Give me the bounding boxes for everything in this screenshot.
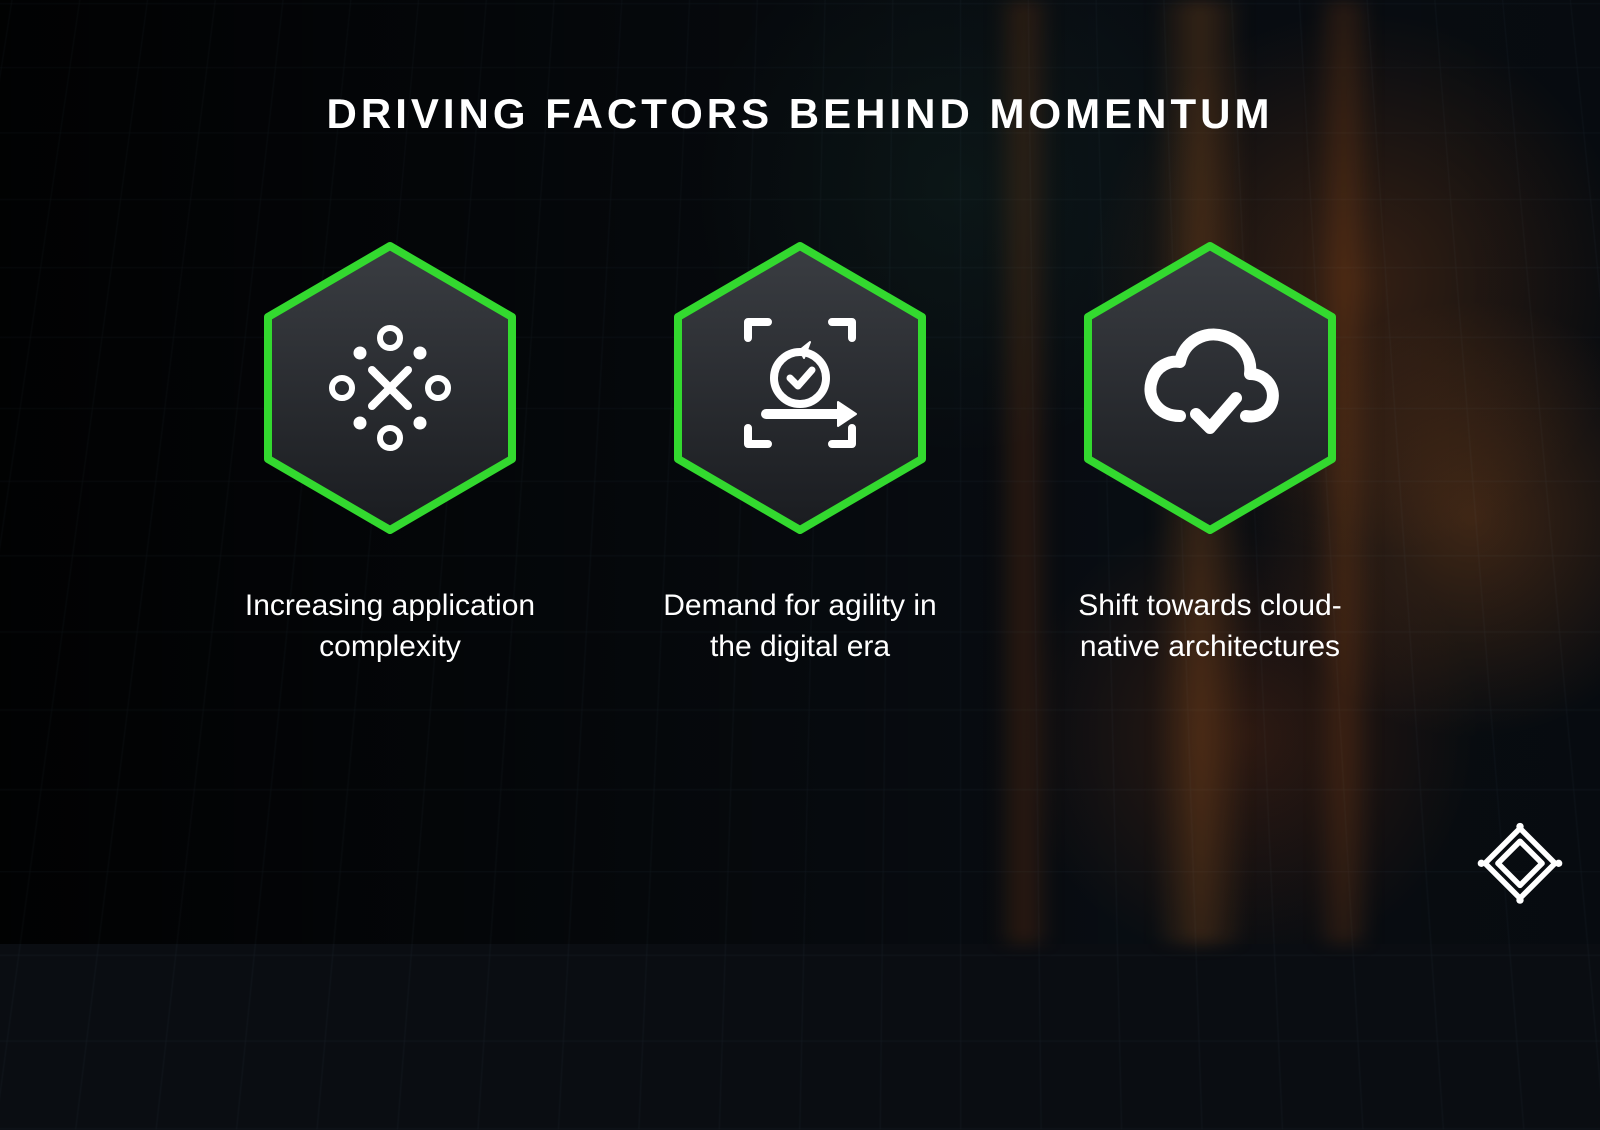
card-cloud-native: Shift towards cloud-native architectures bbox=[1060, 238, 1360, 667]
card-caption: Shift towards cloud-native architectures bbox=[1060, 586, 1360, 667]
slide-content: DRIVING FACTORS BEHIND MOMENTUM bbox=[0, 0, 1600, 944]
hexagon-cloud-native bbox=[1080, 238, 1340, 538]
hexagon-complexity bbox=[260, 238, 520, 538]
hexagon-agility bbox=[670, 238, 930, 538]
brand-logo-icon bbox=[1474, 821, 1566, 918]
card-caption: Increasing application complexity bbox=[240, 586, 540, 667]
card-agility: Demand for agility in the digital era bbox=[650, 238, 950, 667]
card-complexity: Increasing application complexity bbox=[240, 238, 540, 667]
slide-title: DRIVING FACTORS BEHIND MOMENTUM bbox=[327, 90, 1274, 138]
cards-row: Increasing application complexity bbox=[240, 238, 1360, 667]
card-caption: Demand for agility in the digital era bbox=[650, 586, 950, 667]
